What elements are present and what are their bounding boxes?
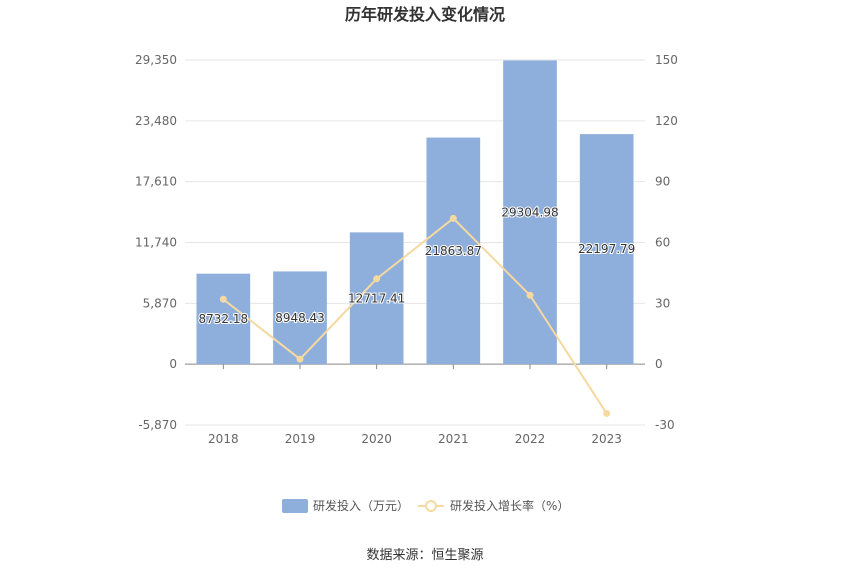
grid xyxy=(185,59,645,426)
legend-bar-label: 研发投入（万元） xyxy=(313,498,409,513)
left-tick-label: 0 xyxy=(169,357,177,371)
left-tick-label: 5,870 xyxy=(143,296,177,310)
right-tick-label: 120 xyxy=(655,114,678,128)
line-point xyxy=(449,214,457,222)
bar-data-label: 22197.79 xyxy=(578,242,635,256)
left-tick-label: -5,870 xyxy=(138,418,177,432)
x-tick-label: 2022 xyxy=(515,432,546,446)
right-tick-label: 90 xyxy=(655,175,670,189)
bar xyxy=(273,271,327,365)
left-tick-label: 17,610 xyxy=(135,175,177,189)
line-point xyxy=(219,295,227,303)
line-point xyxy=(296,355,304,363)
bar-data-label: 29304.98 xyxy=(501,205,558,219)
bar-data-label: 8732.18 xyxy=(199,312,249,326)
bar-data-label: 8948.43 xyxy=(275,311,325,325)
x-tick-label: 2019 xyxy=(285,432,316,446)
legend-bar-swatch xyxy=(282,499,308,513)
left-tick-label: 23,480 xyxy=(135,114,177,128)
x-tick-label: 2018 xyxy=(208,432,239,446)
x-tick-label: 2021 xyxy=(438,432,469,446)
bar-labels: 8732.18 8948.43 12717.41 21863.87 29304.98 22… xyxy=(198,204,637,327)
x-axis: 2018 2019 2020 2021 2022 2023 xyxy=(185,363,645,446)
legend-line-marker xyxy=(425,500,437,512)
x-tick-label: 2020 xyxy=(361,432,392,446)
line-point xyxy=(373,275,381,283)
growth-rate-line xyxy=(222,217,608,414)
chart-title: 历年研发投入变化情况 xyxy=(345,5,505,24)
bar xyxy=(503,60,557,365)
right-tick-label: 150 xyxy=(655,53,678,67)
right-tick-label: 60 xyxy=(655,236,670,250)
bar xyxy=(426,137,481,365)
right-tick-label: 0 xyxy=(655,357,663,371)
line-point xyxy=(603,409,611,417)
bar-data-label: 12717.41 xyxy=(348,291,405,305)
right-tick-label: -30 xyxy=(655,418,675,432)
bar-series xyxy=(196,60,634,365)
left-tick-label: 29,350 xyxy=(135,53,177,67)
bar xyxy=(196,273,251,365)
left-tick-label: 11,740 xyxy=(135,236,177,250)
x-tick-label: 2023 xyxy=(591,432,622,446)
right-axis: -30 0 30 60 90 120 150 xyxy=(655,53,678,432)
legend: 研发投入（万元） 研发投入增长率（%） xyxy=(282,498,569,513)
bar-data-label: 21863.87 xyxy=(425,244,482,258)
bar xyxy=(579,134,634,365)
left-axis: -5,870 0 5,870 11,740 17,610 23,480 29,350 xyxy=(135,53,177,432)
line-series xyxy=(219,214,611,417)
right-tick-label: 30 xyxy=(655,296,670,310)
data-source: 数据来源：恒生聚源 xyxy=(366,548,483,563)
legend-line-label: 研发投入增长率（%） xyxy=(450,498,569,513)
line-point xyxy=(526,291,534,299)
